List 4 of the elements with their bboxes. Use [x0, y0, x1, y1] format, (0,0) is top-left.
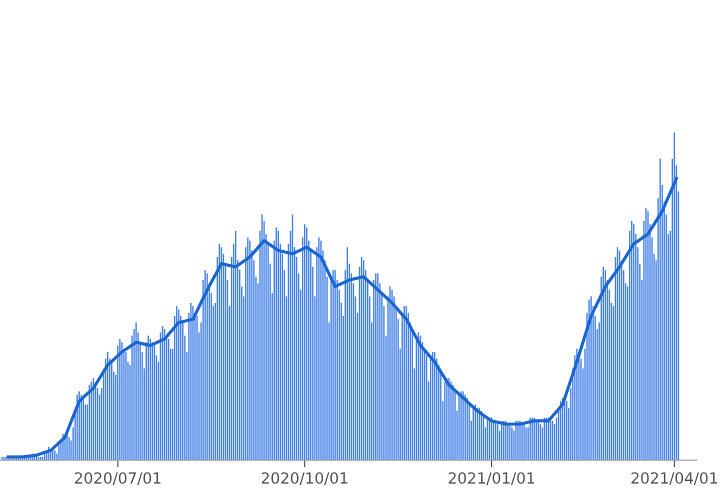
x-tick-label: 2021/01/01	[448, 472, 534, 485]
x-tick-label: 2021/04/01	[631, 472, 718, 485]
x-tick-label: 2020/07/01	[74, 472, 160, 485]
x-tick-label: 2020/10/01	[262, 472, 348, 485]
